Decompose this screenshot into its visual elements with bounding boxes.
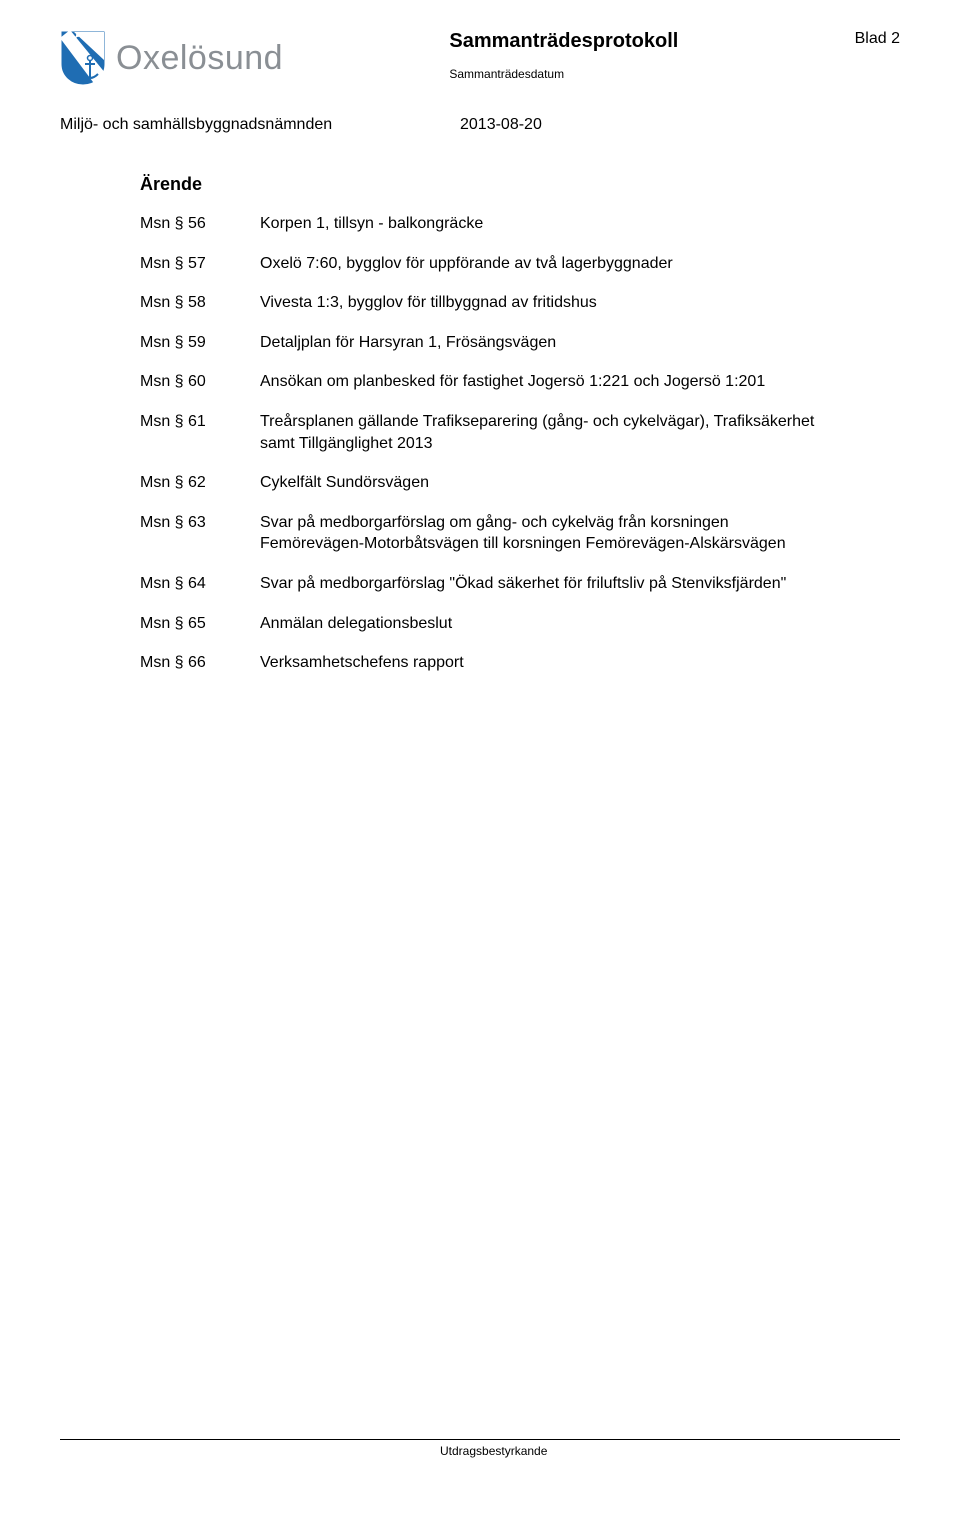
item-id: Msn § 58 [140, 292, 260, 314]
item-id: Msn § 60 [140, 371, 260, 393]
list-item: Msn § 64 Svar på medborgarförslag "Ökad … [140, 573, 900, 595]
item-id: Msn § 64 [140, 573, 260, 595]
item-id: Msn § 63 [140, 512, 260, 534]
page: Oxelösund Sammanträdesprotokoll Sammantr… [0, 0, 960, 1518]
item-id: Msn § 62 [140, 472, 260, 494]
item-desc: Vivesta 1:3, bygglov för tillbyggnad av … [260, 292, 820, 314]
document-subtitle: Sammanträdesdatum [449, 67, 678, 81]
item-desc: Treårsplanen gällande Trafikseparering (… [260, 411, 820, 454]
item-id: Msn § 59 [140, 332, 260, 354]
document-title: Sammanträdesprotokoll [449, 30, 678, 53]
item-desc: Ansökan om planbesked för fastighet Joge… [260, 371, 820, 393]
section-heading: Ärende [140, 174, 900, 195]
list-item: Msn § 63 Svar på medborgarförslag om gån… [140, 512, 900, 555]
item-desc: Oxelö 7:60, bygglov för uppförande av tv… [260, 253, 820, 275]
items-list: Msn § 56 Korpen 1, tillsyn - balkongräck… [140, 213, 900, 674]
item-desc: Verksamhetschefens rapport [260, 652, 820, 674]
list-item: Msn § 57 Oxelö 7:60, bygglov för uppföra… [140, 253, 900, 275]
footer: Utdragsbestyrkande [60, 1439, 900, 1458]
item-desc: Detaljplan för Harsyran 1, Frösängsvägen [260, 332, 820, 354]
item-desc: Anmälan delegationsbeslut [260, 613, 820, 635]
committee-name: Miljö- och samhällsbyggnadsnämnden [60, 116, 332, 134]
page-number: Blad 2 [855, 30, 900, 48]
item-id: Msn § 56 [140, 213, 260, 235]
footer-divider [60, 1439, 900, 1440]
item-id: Msn § 61 [140, 411, 260, 433]
list-item: Msn § 59 Detaljplan för Harsyran 1, Frös… [140, 332, 900, 354]
logo-block: Oxelösund [60, 30, 283, 86]
shield-icon [60, 30, 106, 86]
list-item: Msn § 58 Vivesta 1:3, bygglov för tillby… [140, 292, 900, 314]
meeting-date: 2013-08-20 [460, 116, 542, 134]
list-item: Msn § 66 Verksamhetschefens rapport [140, 652, 900, 674]
item-desc: Svar på medborgarförslag "Ökad säkerhet … [260, 573, 820, 595]
meta-row: Miljö- och samhällsbyggnadsnämnden 2013-… [60, 116, 900, 134]
list-item: Msn § 60 Ansökan om planbesked för fasti… [140, 371, 900, 393]
item-desc: Svar på medborgarförslag om gång- och cy… [260, 512, 820, 555]
item-id: Msn § 65 [140, 613, 260, 635]
item-id: Msn § 66 [140, 652, 260, 674]
list-item: Msn § 65 Anmälan delegationsbeslut [140, 613, 900, 635]
brand-name: Oxelösund [116, 39, 283, 78]
list-item: Msn § 56 Korpen 1, tillsyn - balkongräck… [140, 213, 900, 235]
header-row: Oxelösund Sammanträdesprotokoll Sammantr… [60, 30, 900, 86]
footer-label: Utdragsbestyrkande [440, 1444, 900, 1458]
item-desc: Korpen 1, tillsyn - balkongräcke [260, 213, 820, 235]
list-item: Msn § 62 Cykelfält Sundörsvägen [140, 472, 900, 494]
item-desc: Cykelfält Sundörsvägen [260, 472, 820, 494]
list-item: Msn § 61 Treårsplanen gällande Trafiksep… [140, 411, 900, 454]
item-id: Msn § 57 [140, 253, 260, 275]
title-block: Sammanträdesprotokoll Sammanträdesdatum [449, 30, 678, 81]
